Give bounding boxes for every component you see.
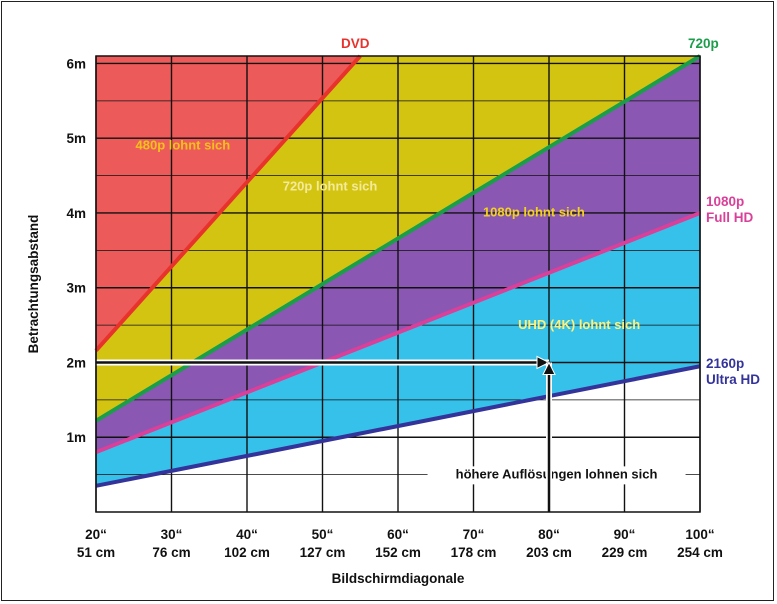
series-label-2160p: 2160p [706,356,744,371]
y-tick-label: 3m [66,281,86,296]
x-axis-title: Bildschirmdiagonale [332,571,465,586]
x-tick-label-inch: 80“ [538,527,560,542]
series-label-720p: 720p [688,36,719,51]
region-label: 720p lohnt sich [283,179,378,194]
x-tick-label-inch: 100“ [685,527,714,542]
x-tick-label-cm: 229 cm [602,545,648,560]
x-tick-label-inch: 20“ [85,527,107,542]
note-label: höhere Auflösungen lohnen sich [456,466,658,481]
series-label-1080p: Full HD [706,210,753,225]
x-tick-label-inch: 70“ [463,527,485,542]
x-tick-label-inch: 50“ [312,527,334,542]
y-tick-label: 1m [66,430,86,445]
x-tick-label-cm: 127 cm [300,545,346,560]
x-tick-label-cm: 76 cm [152,545,190,560]
y-tick-label: 6m [66,56,86,71]
x-tick-label-cm: 51 cm [77,545,115,560]
series-label-2160p: Ultra HD [706,372,760,387]
region-label: 480p lohnt sich [136,137,231,152]
x-tick-label-inch: 90“ [614,527,636,542]
y-axis-title: Betrachtungsabstand [26,215,41,354]
region-label: 1080p lohnt sich [483,205,585,220]
x-tick-label-cm: 102 cm [224,545,270,560]
y-tick-label: 4m [66,206,86,221]
x-tick-label-cm: 254 cm [677,545,723,560]
x-tick-label-inch: 30“ [161,527,183,542]
x-tick-label-inch: 40“ [236,527,258,542]
x-tick-label-cm: 203 cm [526,545,572,560]
region-label: UHD (4K) lohnt sich [518,317,640,332]
x-tick-label-cm: 178 cm [451,545,497,560]
series-label-dvd: DVD [341,36,370,51]
x-tick-label-cm: 152 cm [375,545,421,560]
series-label-1080p: 1080p [706,194,744,209]
y-tick-label: 5m [66,131,86,146]
y-tick-label: 2m [66,355,86,370]
x-tick-label-inch: 60“ [387,527,409,542]
